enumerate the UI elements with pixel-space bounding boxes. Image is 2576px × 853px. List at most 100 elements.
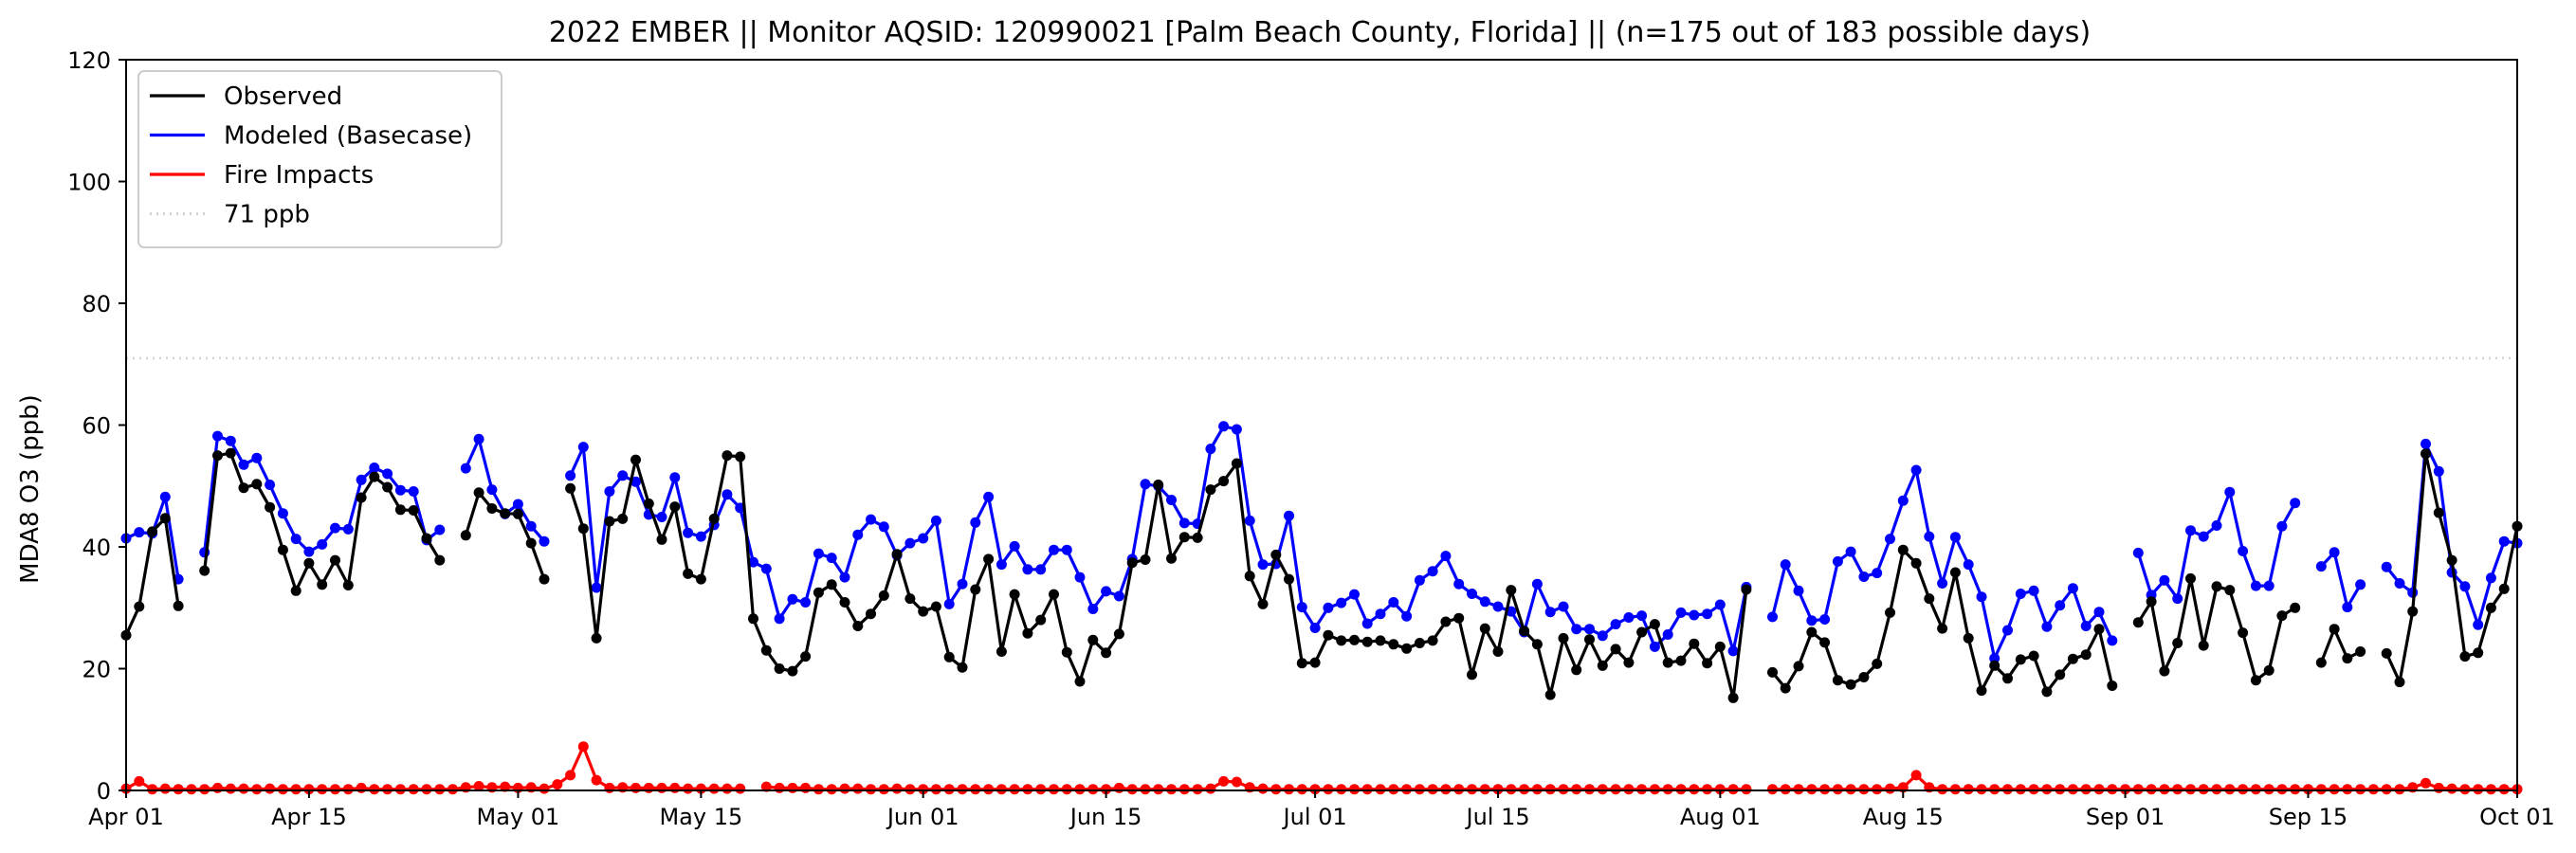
data-point-fire-impacts <box>1101 784 1112 795</box>
data-point-observed <box>539 573 550 585</box>
data-point-modeled-basecase <box>251 452 263 463</box>
data-point-observed <box>643 498 654 509</box>
data-point-observed <box>1427 635 1438 646</box>
data-point-modeled-basecase <box>2238 546 2249 556</box>
data-point-observed <box>1584 634 1595 645</box>
data-point-observed <box>500 508 511 519</box>
data-point-fire-impacts <box>2367 784 2379 795</box>
data-point-observed <box>1714 641 1726 652</box>
data-point-modeled-basecase <box>1467 589 1477 599</box>
data-point-observed <box>1741 584 1752 595</box>
data-point-modeled-basecase <box>159 491 171 502</box>
data-point-modeled-basecase <box>617 470 629 481</box>
data-point-observed <box>1453 612 1465 624</box>
x-tick-label: Aug 01 <box>1680 804 1761 830</box>
data-point-observed <box>1558 632 1569 644</box>
data-point-fire-impacts <box>800 782 812 793</box>
data-point-fire-impacts <box>159 783 171 794</box>
data-point-modeled-basecase <box>394 484 406 496</box>
data-point-modeled-basecase <box>918 533 929 544</box>
data-point-modeled-basecase <box>330 522 340 534</box>
data-point-modeled-basecase <box>2198 531 2209 542</box>
data-point-observed <box>277 544 288 555</box>
data-point-modeled-basecase <box>1832 555 1843 567</box>
data-point-fire-impacts <box>1467 784 1477 795</box>
data-point-fire-impacts <box>1178 784 1190 795</box>
data-point-observed <box>2473 647 2484 659</box>
data-point-modeled-basecase <box>2055 600 2066 611</box>
data-point-observed <box>669 501 681 513</box>
data-point-observed <box>1153 480 1164 490</box>
data-point-modeled-basecase <box>1544 607 1556 618</box>
data-point-modeled-basecase <box>473 433 484 445</box>
data-point-fire-impacts <box>2498 784 2510 795</box>
data-point-fire-impacts <box>1937 784 1948 795</box>
data-point-modeled-basecase <box>695 531 706 542</box>
data-point-fire-impacts <box>2394 784 2405 795</box>
data-point-observed <box>2093 624 2105 635</box>
data-point-observed <box>839 597 850 608</box>
data-point-fire-impacts <box>957 784 968 795</box>
data-point-observed <box>2498 583 2510 594</box>
data-point-observed <box>1035 614 1047 626</box>
data-point-modeled-basecase <box>996 559 1007 571</box>
data-point-fire-impacts <box>421 784 432 795</box>
data-point-modeled-basecase <box>1049 544 1059 555</box>
data-point-fire-impacts <box>147 784 158 795</box>
data-point-modeled-basecase <box>1257 559 1269 571</box>
data-point-observed <box>1467 669 1477 681</box>
data-point-fire-impacts <box>2015 784 2026 795</box>
data-point-fire-impacts <box>330 784 340 795</box>
data-point-observed <box>1623 657 1635 668</box>
data-point-modeled-basecase <box>930 515 941 526</box>
data-point-fire-impacts <box>2238 784 2249 795</box>
data-point-modeled-basecase <box>212 430 223 442</box>
data-point-observed <box>1349 634 1360 645</box>
x-tick-label: Sep 01 <box>2086 804 2165 830</box>
y-tick-label: 120 <box>67 47 111 74</box>
data-point-fire-impacts <box>1793 784 1804 795</box>
x-tick-label: Jun 15 <box>1069 804 1142 830</box>
legend-label: 71 ppb <box>224 201 310 229</box>
data-point-observed <box>2407 606 2419 617</box>
data-point-fire-impacts <box>394 784 406 795</box>
legend-label: Modeled (Basecase) <box>224 122 472 151</box>
data-point-observed <box>1440 616 1452 627</box>
data-point-fire-impacts <box>2067 784 2078 795</box>
data-point-observed <box>826 579 837 590</box>
data-point-modeled-basecase <box>1558 601 1569 612</box>
data-point-modeled-basecase <box>866 514 876 525</box>
data-point-fire-impacts <box>708 783 720 794</box>
data-point-fire-impacts <box>2093 784 2105 795</box>
data-point-fire-impacts <box>2355 784 2366 795</box>
data-point-fire-impacts <box>774 782 785 793</box>
data-point-fire-impacts <box>918 784 929 795</box>
data-point-observed <box>147 526 158 537</box>
data-point-observed <box>2146 596 2157 608</box>
data-point-fire-impacts <box>1113 782 1124 793</box>
data-point-observed <box>1845 679 1856 690</box>
data-point-fire-impacts <box>1427 784 1438 795</box>
data-point-modeled-basecase <box>1284 510 1294 521</box>
data-point-fire-impacts <box>2303 784 2313 795</box>
data-point-modeled-basecase <box>382 468 393 480</box>
data-point-fire-impacts <box>251 784 263 795</box>
data-point-observed <box>1192 532 1203 543</box>
data-point-fire-impacts <box>1270 784 1282 795</box>
data-point-modeled-basecase <box>1689 609 1700 621</box>
data-point-fire-impacts <box>1531 784 1543 795</box>
data-point-fire-impacts <box>983 784 995 795</box>
data-point-modeled-basecase <box>1309 623 1321 633</box>
data-point-fire-impacts <box>1584 784 1595 795</box>
data-point-modeled-basecase <box>434 524 446 535</box>
data-point-fire-impacts <box>735 783 746 794</box>
data-point-modeled-basecase <box>1166 495 1177 505</box>
data-point-modeled-basecase <box>1649 641 1660 652</box>
data-point-observed <box>1113 628 1124 640</box>
data-point-modeled-basecase <box>604 486 615 497</box>
data-point-modeled-basecase <box>1845 546 1856 557</box>
data-point-observed <box>2459 651 2471 662</box>
data-point-fire-impacts <box>1257 783 1269 794</box>
data-point-observed <box>852 621 864 631</box>
data-point-fire-impacts <box>760 781 772 792</box>
